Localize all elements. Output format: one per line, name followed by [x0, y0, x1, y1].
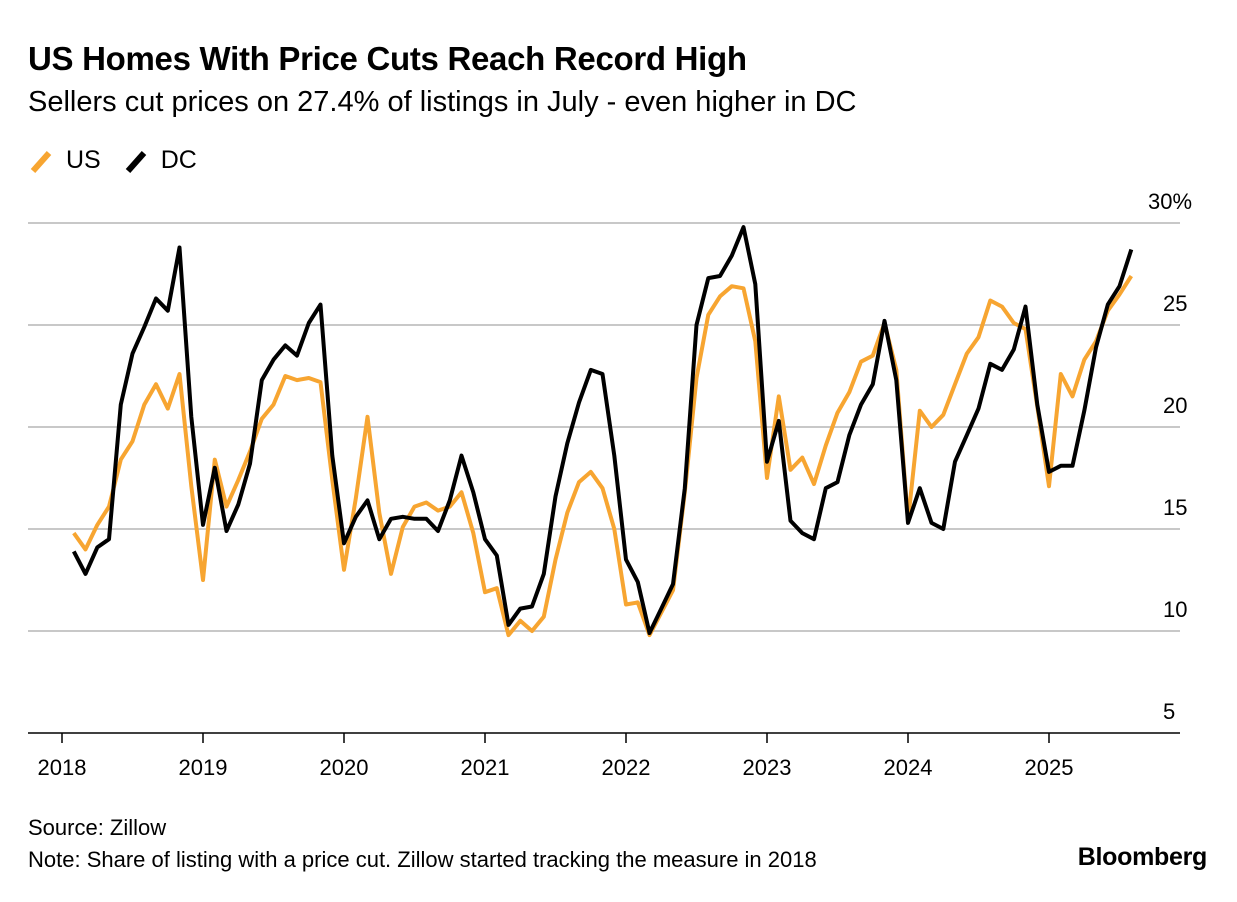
- y-axis-ticks: 5 10 15 20 25 30%: [1148, 189, 1192, 724]
- grid-lines: [28, 222, 1180, 734]
- y-tick-label: 15: [1163, 495, 1187, 520]
- y-tick-label: 5: [1163, 699, 1175, 724]
- x-tick-label: 2019: [179, 755, 228, 780]
- series-line-us: [72, 274, 1133, 638]
- y-tick-label: 10: [1163, 597, 1187, 622]
- x-tick-label: 2024: [884, 755, 933, 780]
- legend-label-us: US: [66, 146, 101, 174]
- chart-title: US Homes With Price Cuts Reach Record Hi…: [28, 40, 747, 77]
- y-tick-label: 20: [1163, 393, 1187, 418]
- y-tick-label: 25: [1163, 291, 1187, 316]
- series-line-dc: [72, 225, 1134, 635]
- source-note: Source: Zillow: [28, 815, 167, 840]
- bloomberg-logo: Bloomberg: [1077, 843, 1208, 871]
- x-tick-label: 2022: [602, 755, 651, 780]
- series-lines: [72, 225, 1134, 638]
- legend-item-dc: DC: [123, 146, 197, 175]
- x-tick-label: 2018: [38, 755, 87, 780]
- legend-swatch-dc-icon: [125, 150, 146, 173]
- x-tick-label: 2020: [320, 755, 369, 780]
- y-tick-label: 30%: [1148, 189, 1192, 214]
- x-tick-label: 2025: [1025, 755, 1074, 780]
- x-axis-ticks: 2018 2019 2020 2021 2022 2023 2024 2025: [38, 733, 1074, 780]
- x-tick-label: 2023: [743, 755, 792, 780]
- legend-label-dc: DC: [160, 146, 197, 174]
- legend: US DC: [28, 146, 219, 175]
- footnote: Note: Share of listing with a price cut.…: [28, 847, 817, 872]
- x-tick-label: 2021: [461, 755, 510, 780]
- legend-item-us: US: [28, 146, 101, 175]
- legend-swatch-us-icon: [30, 150, 52, 173]
- chart-subtitle: Sellers cut prices on 27.4% of listings …: [28, 86, 857, 118]
